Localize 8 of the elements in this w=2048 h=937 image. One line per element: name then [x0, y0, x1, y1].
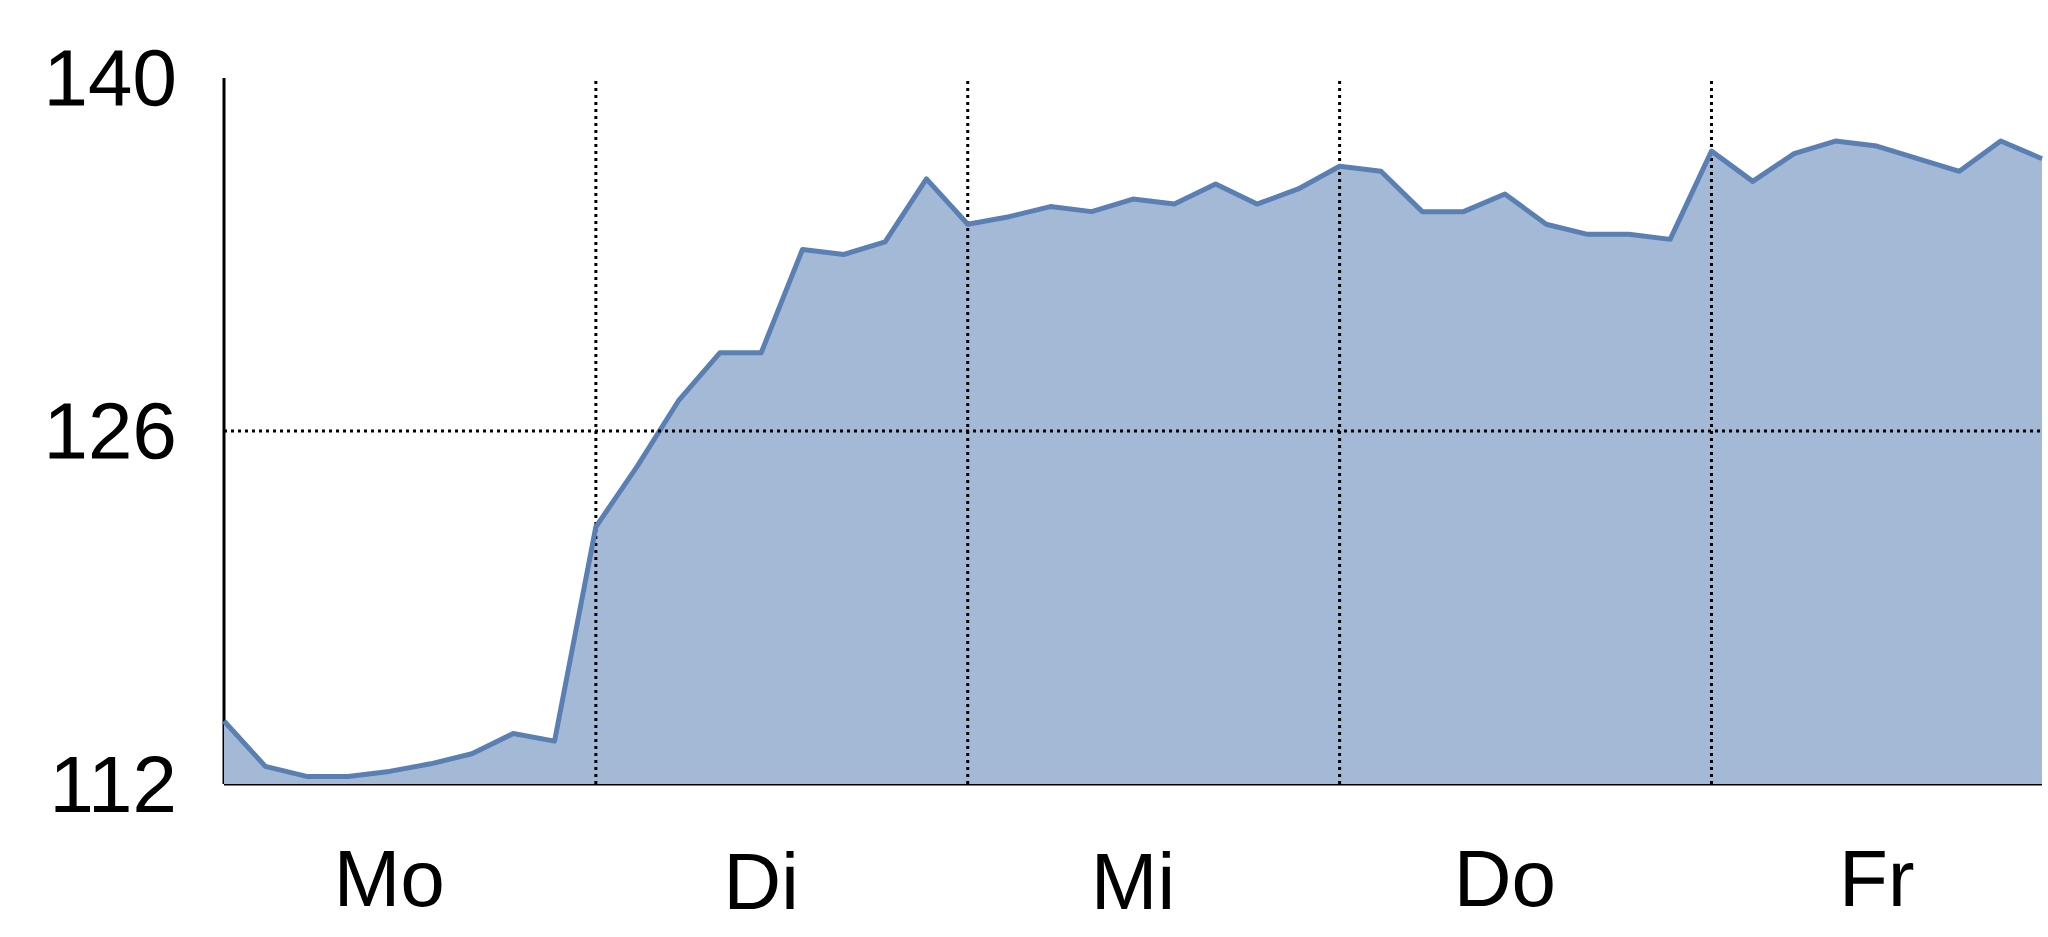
y-tick-label: 126: [49, 402, 174, 460]
y-tick-label: 112: [55, 756, 173, 812]
x-tick-label: Mo: [340, 851, 442, 907]
x-tick-label: Mi: [1097, 851, 1170, 910]
y-tick-label: 140: [49, 49, 174, 107]
x-tick-label: Do: [1460, 851, 1553, 907]
x-tick-label: Di: [729, 851, 794, 910]
x-tick-label: Fr: [1845, 851, 1914, 907]
